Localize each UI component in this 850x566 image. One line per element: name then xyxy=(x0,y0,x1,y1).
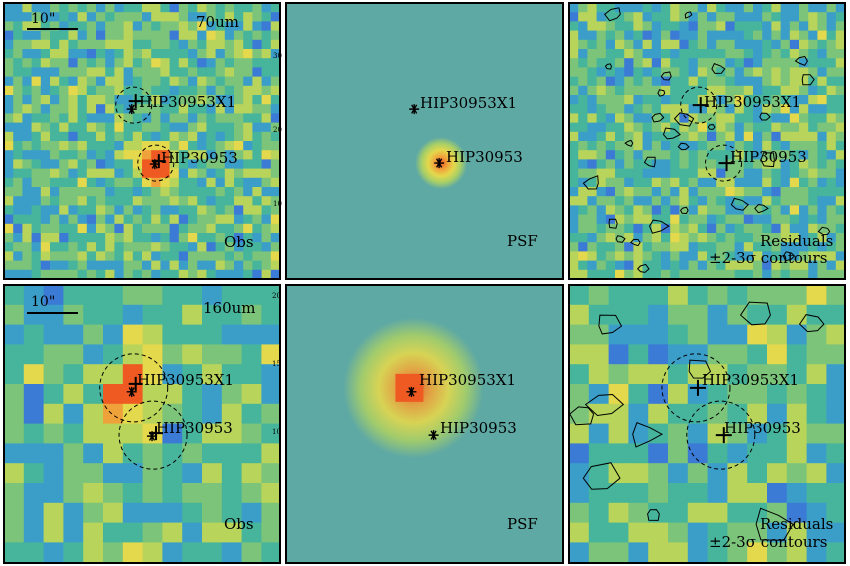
source-label-companion-r2-res: HIP30953X1 xyxy=(702,371,799,389)
source-label-companion-r1-res: HIP30953X1 xyxy=(704,93,801,111)
psf-label-r1: PSF xyxy=(507,232,538,250)
image-panel-r2c2 xyxy=(285,284,564,564)
contours-label-r1: ±2-3σ contours xyxy=(709,249,827,267)
source-label-companion-r2-obs: HIP30953X1 xyxy=(137,371,234,389)
image-panel-r1c2 xyxy=(285,2,564,280)
scale-bar-label-r1: 10" xyxy=(31,11,55,27)
source-label-companion-r1-psf: HIP30953X1 xyxy=(420,94,517,112)
psf-label-r2: PSF xyxy=(507,515,538,533)
source-label-companion-r2-psf: HIP30953X1 xyxy=(419,371,516,389)
image-panel-r2c3 xyxy=(568,284,846,564)
residuals-label-r1: Residuals xyxy=(760,232,833,250)
residuals-label-r2: Residuals xyxy=(760,515,833,533)
source-label-primary-r1-psf: HIP30953 xyxy=(446,148,523,166)
obs-label-r2: Obs xyxy=(224,515,254,533)
contours-label-r2: ±2-3σ contours xyxy=(709,533,827,551)
source-label-primary-r2-res: HIP30953 xyxy=(724,419,801,437)
labels-layer: 10" 70um Obs HIP30953X1 HIP30953 HIP3095… xyxy=(31,11,833,551)
source-label-companion-r1-obs: HIP30953X1 xyxy=(139,93,236,111)
source-label-primary-r1-obs: HIP30953 xyxy=(161,149,238,167)
axis-tick-r1-psf-30: 30 xyxy=(273,52,282,60)
axis-tick-r2-obs-10: 10 xyxy=(272,428,281,436)
axis-tick-r1-psf-10: 10 xyxy=(273,200,282,208)
image-panel-r1c1 xyxy=(3,2,281,280)
source-label-primary-r2-psf: HIP30953 xyxy=(440,419,517,437)
axis-tick-r1-psf-20: 20 xyxy=(273,126,282,134)
source-label-primary-r1-res: HIP30953 xyxy=(730,148,807,166)
obs-label-r1: Obs xyxy=(224,233,254,251)
axis-tick-r2-obs-20: 20 xyxy=(272,292,281,300)
image-panel-r2c1 xyxy=(3,284,281,564)
source-label-primary-r2-obs: HIP30953 xyxy=(156,419,233,437)
panels-layer xyxy=(3,2,846,564)
band-label-r1: 70um xyxy=(196,13,239,31)
band-label-r2: 160um xyxy=(203,299,256,317)
image-panel-r1c3 xyxy=(568,2,846,280)
scale-bar-label-r2: 10" xyxy=(31,294,55,310)
axis-tick-r2-obs-15: 15 xyxy=(272,360,281,368)
